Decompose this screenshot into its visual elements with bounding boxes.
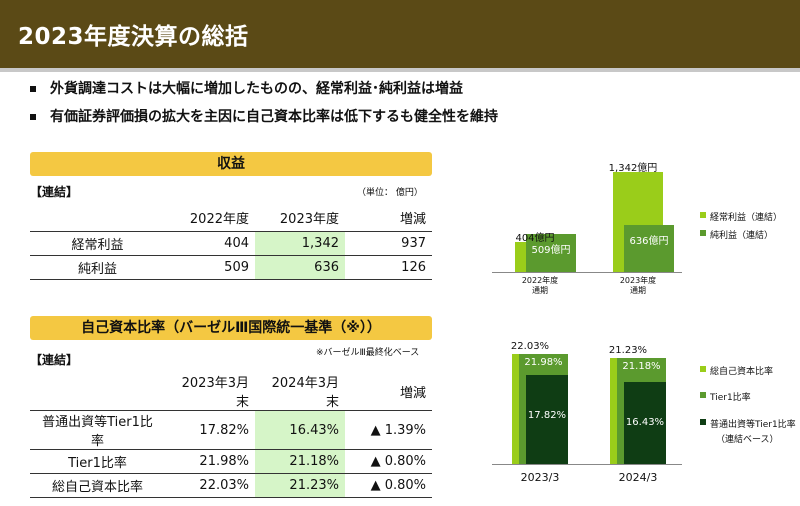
capital-chart-axis (492, 464, 682, 465)
legend-swatch-icon (700, 392, 706, 398)
capital-banner: 自己資本比率（バーゼルⅢ国際統一基準（※）） (30, 316, 432, 340)
cell-2023: 21.98% (165, 449, 255, 474)
series1-data-label: 404億円 (515, 232, 555, 244)
series2-data-label: 21.18% (622, 361, 661, 373)
series2-bar (624, 224, 674, 272)
legend-label: 普通出資等Tier1比率 (710, 420, 796, 430)
table-header (30, 205, 165, 231)
row-label: 純利益 (30, 254, 165, 280)
series3-data-label: 16.43% (625, 416, 665, 428)
bullet-item: 有価証券評価損の拡大を主因に自己資本比率は低下するも健全性を維持 (30, 108, 498, 136)
series2-data-label: 21.98% (524, 357, 563, 369)
legend-swatch-icon (700, 419, 706, 425)
capital-category-label: 2024/3 (618, 471, 658, 484)
table-row: 経常利益 404 1,342 937 (30, 230, 432, 255)
bullet-square-icon (30, 114, 36, 120)
row-label: 普通出資等Tier1比率 (30, 410, 165, 450)
page-title: 2023年度決算の総括 (18, 24, 249, 50)
income-category-label: 2022年度 通期 (505, 276, 575, 296)
cell-diff: ▲ 1.39% (345, 410, 432, 450)
table-row: 普通出資等Tier1比率 17.82% 16.43% ▲ 1.39% (30, 410, 432, 450)
legend-swatch-icon (700, 366, 706, 372)
cell-2023: 22.03% (165, 473, 255, 498)
legend-label: 純利益（連結） (710, 231, 774, 241)
cell-2023: 17.82% (165, 410, 255, 450)
capital-note: ※バーゼルⅢ最終化ベース (316, 348, 420, 358)
series1-data-label: 21.23% (608, 344, 648, 356)
bullet-item: 外貨調達コストは大幅に増加したものの、経常利益･純利益は増益 (30, 80, 498, 108)
table-row: 総自己資本比率 22.03% 21.23% ▲ 0.80% (30, 473, 432, 498)
cell-2024: 21.23% (255, 473, 345, 498)
cell-2024: 16.43% (255, 410, 345, 450)
table-header-row: 2022年度 2023年度 増減 (30, 205, 432, 231)
table-header (30, 372, 165, 411)
income-scope: 【連結】 (30, 185, 79, 199)
legend-label: Tier1比率 (710, 393, 751, 403)
capital-category-label: 2023/3 (520, 471, 560, 484)
table-row: Tier1比率 21.98% 21.18% ▲ 0.80% (30, 449, 432, 474)
bullet-text: 外貨調達コストは大幅に増加したものの、経常利益･純利益は増益 (50, 81, 463, 97)
cell-diff: ▲ 0.80% (345, 449, 432, 474)
table-header: 2024年3月末 (271, 376, 339, 410)
cell-2022: 509 (165, 254, 255, 280)
legend-swatch-icon (700, 212, 706, 218)
series1-data-label: 1,342億円 (608, 163, 658, 174)
cell-diff: 937 (345, 230, 432, 255)
table-header: 2023年度 (279, 212, 339, 228)
series1-data-label: 22.03% (510, 341, 550, 352)
cell-diff: ▲ 0.80% (345, 473, 432, 498)
table-header: 2023年3月末 (181, 376, 249, 410)
series3-bar (624, 381, 666, 464)
income-category-label: 2023年度 通期 (603, 276, 673, 296)
table-header: 増減 (399, 385, 426, 401)
category-line: 2022年度 (521, 276, 559, 285)
income-chart-axis (492, 272, 682, 273)
series3-data-label: 17.82% (527, 410, 567, 422)
bullet-square-icon (30, 86, 36, 92)
series2-bar (526, 234, 576, 272)
row-label: Tier1比率 (30, 449, 165, 474)
capital-table: 2023年3月末 2024年3月末 増減 普通出資等Tier1比率 17.82%… (30, 372, 432, 498)
income-banner: 収益 (30, 152, 432, 176)
series3-bar (526, 375, 568, 464)
cell-2024: 21.18% (255, 449, 345, 474)
table-header: 増減 (399, 212, 426, 228)
row-label: 総自己資本比率 (30, 473, 165, 498)
summary-bullets: 外貨調達コストは大幅に増加したものの、経常利益･純利益は増益 有価証券評価損の拡… (30, 80, 498, 136)
cell-diff: 126 (345, 254, 432, 280)
legend-note: （連結ベース） (716, 435, 779, 445)
income-table: 2022年度 2023年度 増減 経常利益 404 1,342 937 純利益 … (30, 205, 432, 280)
bullet-text: 有価証券評価損の拡大を主因に自己資本比率は低下するも健全性を維持 (50, 109, 498, 125)
category-line: 2023年度 (619, 276, 657, 285)
legend-label: 総自己資本比率 (710, 367, 774, 377)
legend-label: 経常利益（連結） (710, 213, 783, 223)
title-bar: 2023年度決算の総括 (0, 0, 800, 68)
cell-2023: 636 (255, 254, 345, 280)
row-label: 経常利益 (30, 230, 165, 255)
legend-swatch-icon (700, 230, 706, 236)
table-header-row: 2023年3月末 2024年3月末 増減 (30, 372, 432, 411)
title-divider (0, 68, 800, 72)
income-unit: （単位： 億円） (357, 188, 423, 198)
series2-data-label: 509億円 (531, 245, 571, 257)
category-line: 通期 (532, 286, 548, 295)
table-row: 純利益 509 636 126 (30, 254, 432, 280)
category-line: 通期 (630, 286, 646, 295)
cell-2023: 1,342 (255, 230, 345, 255)
capital-scope: 【連結】 (30, 353, 79, 367)
series2-data-label: 636億円 (629, 235, 669, 247)
table-header: 2022年度 (189, 212, 249, 228)
cell-2022: 404 (165, 230, 255, 255)
